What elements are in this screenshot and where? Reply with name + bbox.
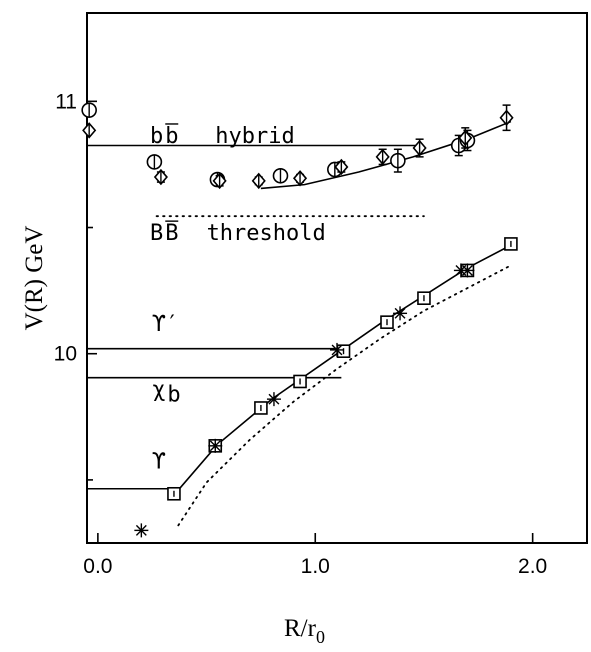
circle-marker <box>327 161 343 178</box>
annotation-text: threshold <box>207 221 326 246</box>
plot-frame <box>86 12 588 544</box>
axis-ticks: 0.0 1.0 2.0 10 11 <box>54 90 548 578</box>
y-tick-label: 11 <box>55 90 77 113</box>
dotted-curve <box>177 264 512 527</box>
square-marker <box>504 237 518 251</box>
annotation-text: b <box>167 383 180 408</box>
x-axis-label-sub: 0 <box>316 627 325 647</box>
energy-levels <box>87 144 425 490</box>
diamond-marker <box>334 158 349 176</box>
annotation-text: ϒ <box>152 450 166 475</box>
annotation-text: B <box>165 221 178 246</box>
square-marker <box>167 486 181 501</box>
diamond-marker <box>375 148 390 166</box>
y-tick-label: 10 <box>54 343 77 366</box>
annotation-text: b <box>165 124 178 149</box>
circle-marker <box>146 154 163 170</box>
diamond-marker <box>251 172 266 190</box>
square-marker <box>417 291 431 305</box>
star-marker <box>330 342 344 357</box>
square-marker <box>293 374 307 389</box>
x-axis-label-main: R/r <box>284 615 317 642</box>
annotation-text: b <box>150 124 163 149</box>
circle-marker <box>390 148 406 173</box>
star-marker <box>208 438 223 453</box>
star-marker <box>134 523 149 538</box>
markers-layer <box>81 102 518 538</box>
diamond-marker <box>212 172 227 190</box>
star-marker <box>266 392 281 407</box>
diamond-marker <box>153 168 168 186</box>
x-tick-label: 0.0 <box>83 555 112 578</box>
diamond-marker <box>292 170 308 187</box>
diamond-marker <box>82 122 97 139</box>
y-axis-label: V(R) GeV <box>21 226 48 331</box>
square-marker <box>254 401 268 415</box>
x-axis-label: R/r0 <box>284 615 325 647</box>
x-tick-label: 1.0 <box>301 555 330 578</box>
x-tick-label: 2.0 <box>518 555 547 578</box>
diamond-marker <box>499 104 514 132</box>
diamond-marker <box>458 127 473 149</box>
star-marker <box>460 263 475 278</box>
annotation-text: ϒ′ <box>152 312 179 337</box>
square-marker <box>380 315 394 329</box>
star-marker <box>393 306 408 321</box>
annotation-text: χ <box>152 378 165 403</box>
diamond-marker <box>412 138 427 158</box>
annotation-text: hybrid <box>215 124 294 149</box>
annotation-text: B <box>150 221 163 246</box>
circle-marker <box>81 102 97 118</box>
circle-marker <box>272 167 289 184</box>
fit-curve <box>173 244 512 496</box>
